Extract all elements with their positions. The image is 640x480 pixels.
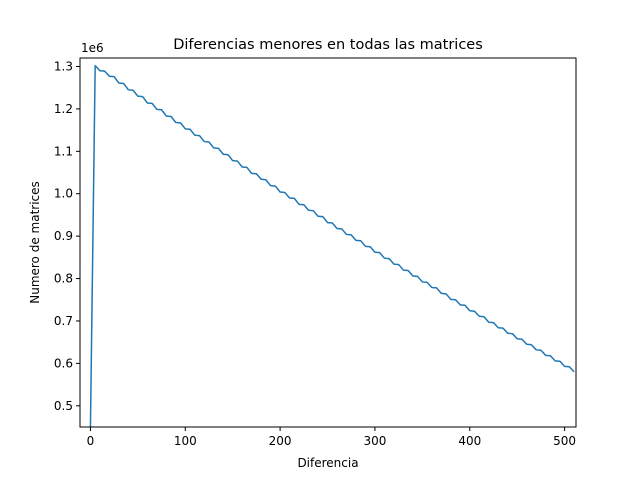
plot-area xyxy=(89,64,575,427)
y-tick-label: 0.8 xyxy=(54,272,73,286)
chart-title: Diferencias menores en todas las matrice… xyxy=(173,37,483,53)
y-tick-label: 1.0 xyxy=(54,187,73,201)
y-tick-label: 1.3 xyxy=(54,59,73,73)
y-tick-label: 1.2 xyxy=(54,102,73,116)
y-tick-label: 0.6 xyxy=(54,356,73,370)
x-tick-label: 200 xyxy=(269,434,292,448)
x-tick-label: 0 xyxy=(87,434,95,448)
x-axis-label: Diferencia xyxy=(297,456,358,470)
y-tick-label: 0.9 xyxy=(54,229,73,243)
x-tick-label: 400 xyxy=(458,434,481,448)
x-tick-label: 500 xyxy=(553,434,576,448)
plot-frame xyxy=(79,57,577,428)
x-tick-label: 100 xyxy=(174,434,197,448)
axis-ticks: 0 100 200 300 400 500 0.5 0.6 0.7 0.8 0.9 1.0 1.1 1.2… xyxy=(54,59,576,448)
y-axis-label: Numero de matrices xyxy=(28,181,42,304)
y-tick-label: 1.1 xyxy=(54,144,73,158)
y-tick-label: 0.7 xyxy=(54,314,73,328)
x-tick-label: 300 xyxy=(363,434,386,448)
y-offset-label: 1e6 xyxy=(81,41,104,55)
y-tick-label: 0.5 xyxy=(54,399,73,413)
series-line-1 xyxy=(89,64,575,427)
